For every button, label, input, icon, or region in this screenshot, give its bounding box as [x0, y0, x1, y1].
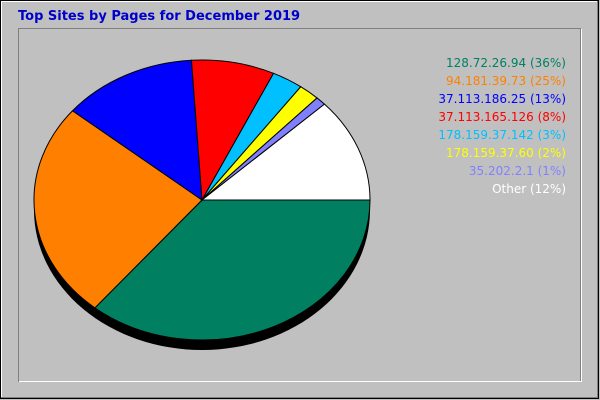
legend-entry-7: 35.202.2.1 (1%) — [469, 164, 566, 178]
pie-slice-2 — [33, 110, 203, 309]
legend-entry-5: 178.159.37.142 (3%) — [438, 128, 566, 142]
pie-slice-8 — [200, 103, 371, 201]
pie-slice-1 — [94, 199, 371, 341]
pie-slice-3 — [71, 59, 203, 202]
legend-entry-2: 94.181.39.73 (25%) — [446, 74, 566, 88]
chart-title: Top Sites by Pages for December 2019 — [18, 9, 300, 24]
legend: 128.72.26.94 (36%) 94.181.39.73 (25%) 37.1… — [438, 56, 566, 196]
pie-slices — [33, 59, 371, 341]
legend-entry-1: 128.72.26.94 (36%) — [446, 56, 566, 70]
legend-entry-3: 37.113.186.25 (13%) — [438, 92, 566, 106]
legend-entry-6: 178.159.37.60 (2%) — [446, 146, 566, 160]
legend-entry-4: 37.113.165.126 (8%) — [438, 110, 566, 124]
legend-entry-8: Other (12%) — [492, 182, 566, 196]
